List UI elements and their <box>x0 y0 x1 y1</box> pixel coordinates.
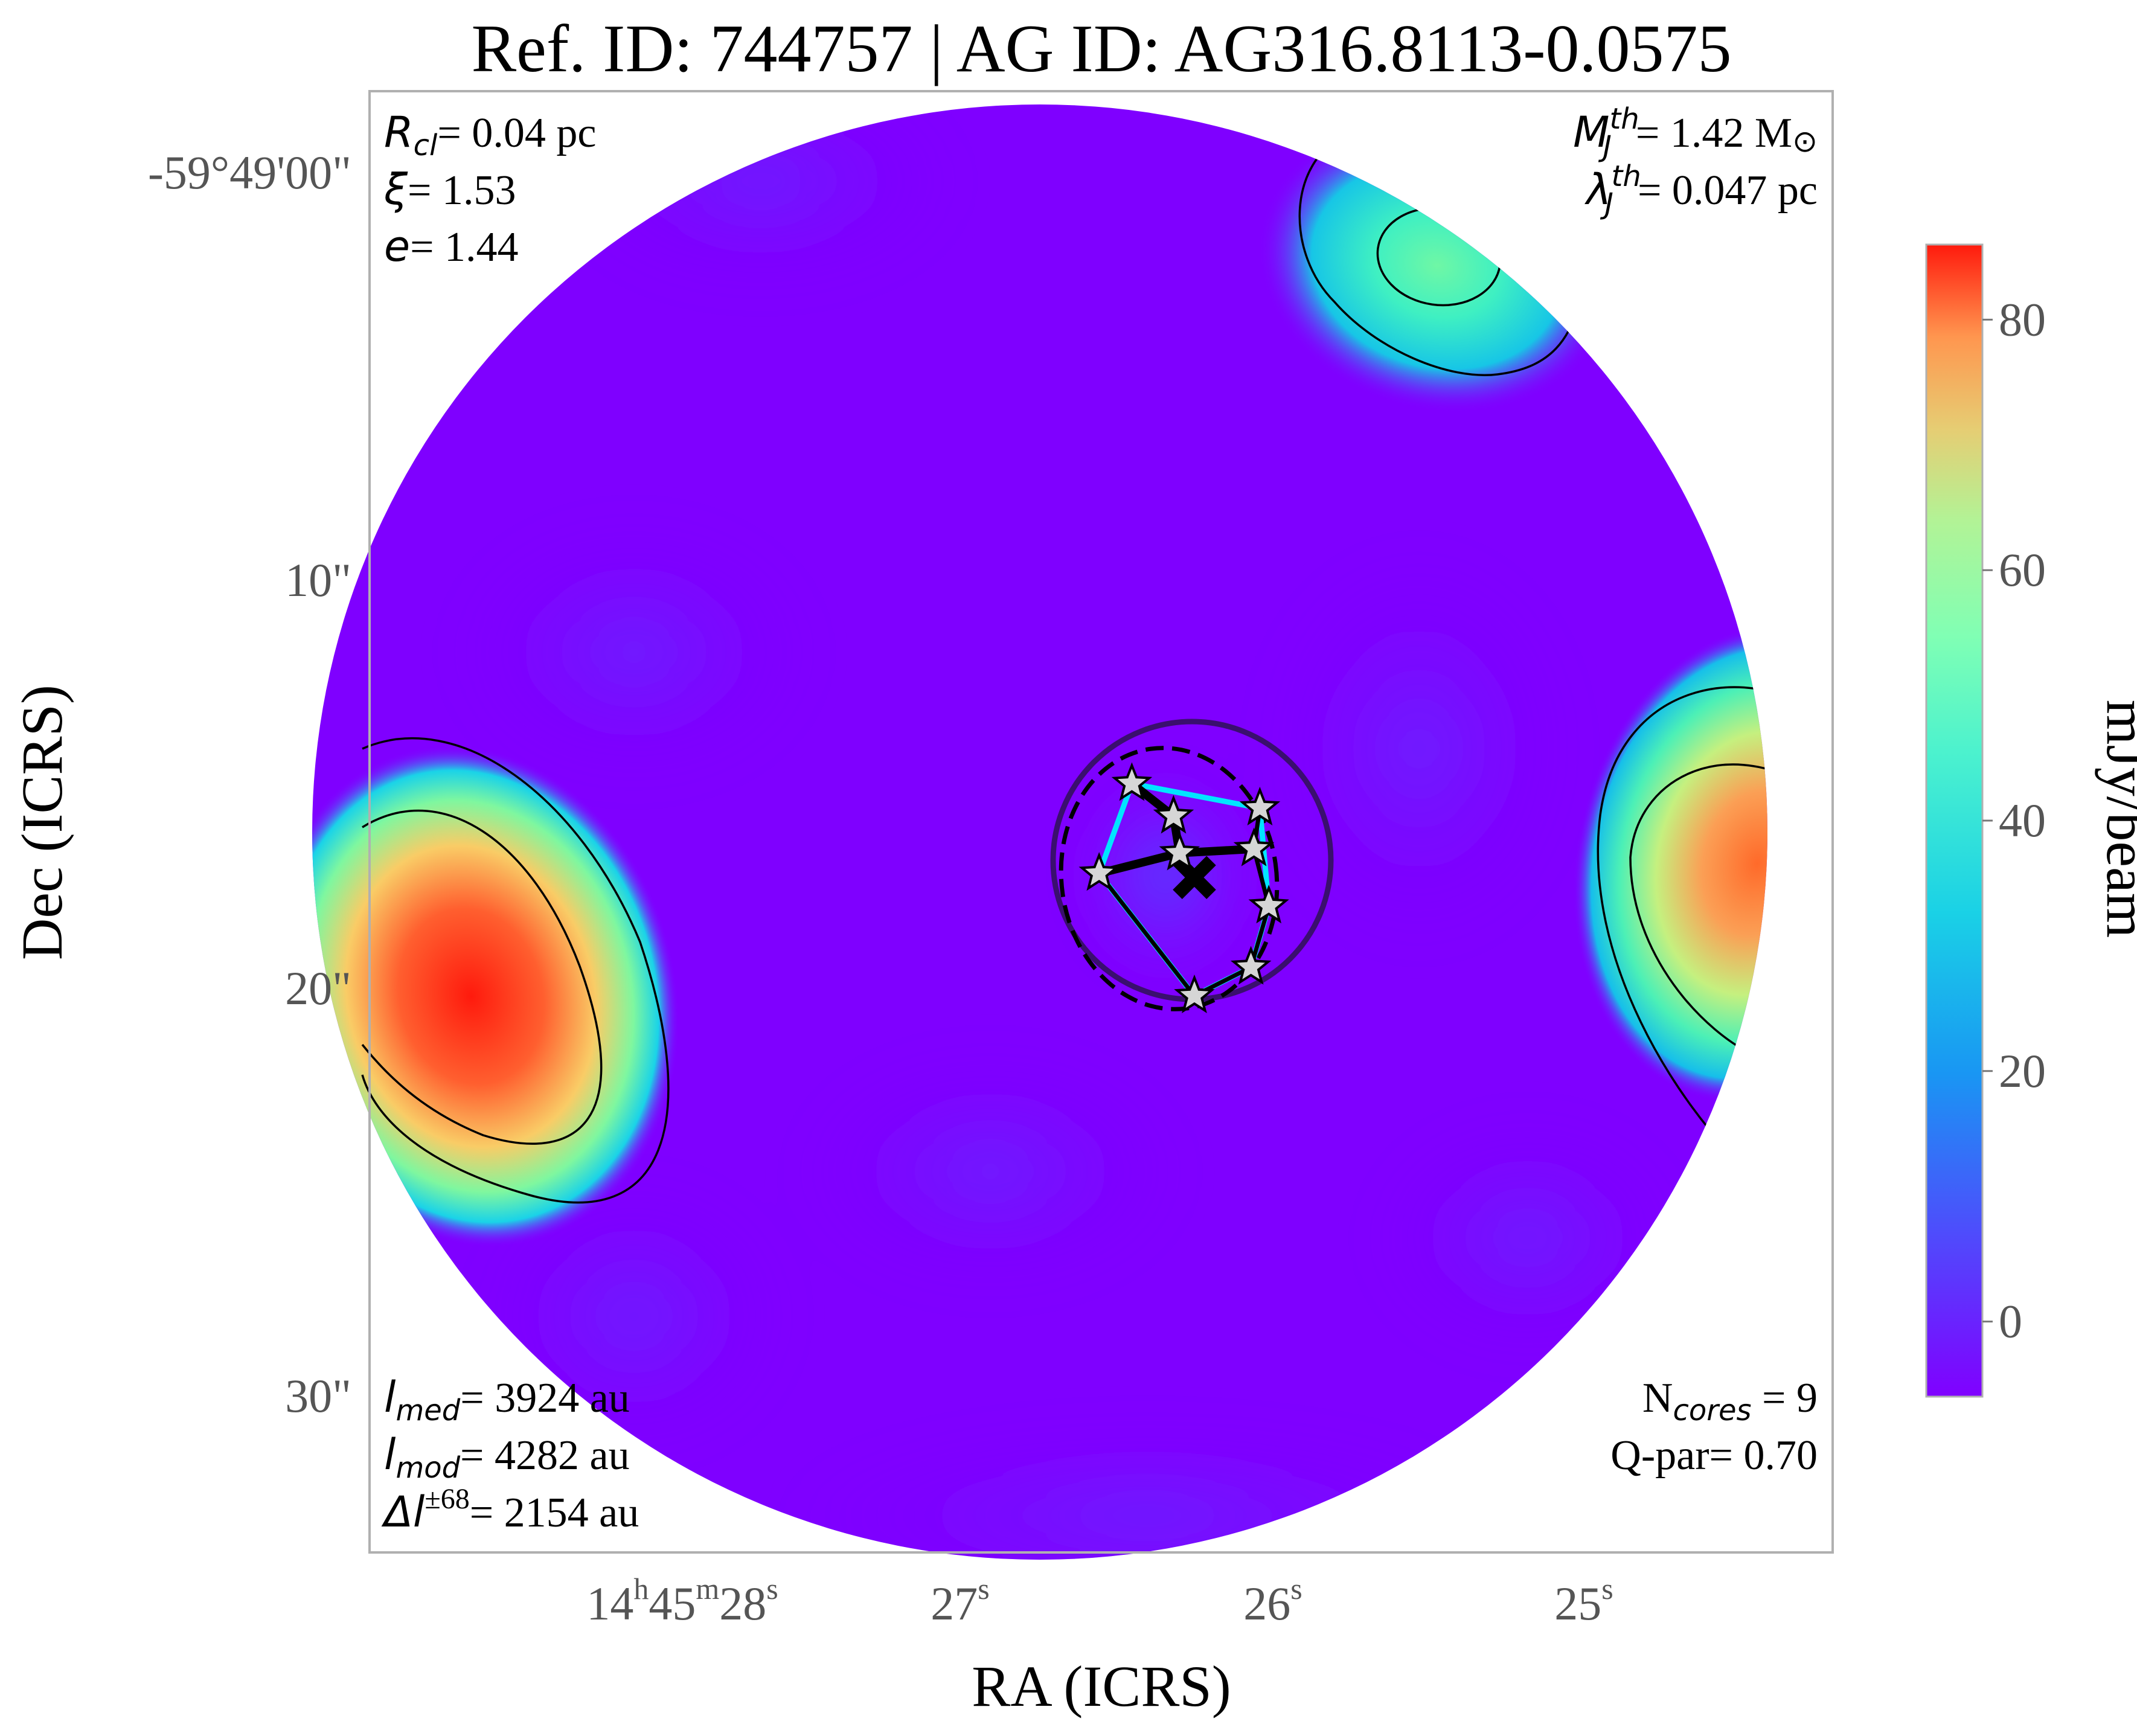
y-tick-label: -59°49'00" <box>148 146 351 199</box>
plot-frame <box>368 90 1834 1554</box>
x-ticks: 14h45m28s 27s 26s 25s <box>586 1572 1613 1630</box>
core-star-marker <box>1174 974 1215 1014</box>
colorbar-tick-label: 0 <box>1999 1295 2022 1348</box>
core-star-marker <box>1233 827 1275 866</box>
hull-edge <box>1131 781 1261 811</box>
x-tick-label-26s: 26s <box>1243 1572 1302 1630</box>
x-tick-label-27s: 27s <box>931 1572 989 1630</box>
annotation-top-right: Mth J = 1.42 M⊙ λth J = 0.047 pc <box>1573 102 1818 221</box>
contours <box>361 133 1767 1204</box>
jeans-mass-annotation: Mth J = 1.42 M⊙ <box>1573 102 1818 164</box>
contour-ne-outer <box>1298 133 1584 376</box>
core-network <box>1078 762 1289 1014</box>
colorbar-tick-label: 60 <box>1999 543 2046 596</box>
q-par-annotation: Q-par= 0.70 <box>1610 1432 1818 1479</box>
y-tick-label: 30" <box>285 1369 351 1422</box>
delta-l-annotation: Δl±68= 2154 au <box>381 1483 639 1537</box>
hull-edge <box>1096 783 1135 875</box>
contour-east-inner <box>1629 763 1767 1060</box>
colorbar: 0 20 40 60 80 mJy/beam <box>1925 243 2137 1398</box>
colorbar-tick-label: 40 <box>1999 794 2046 847</box>
east-source <box>1572 624 1767 1103</box>
core-star-marker <box>1153 795 1194 834</box>
y-axis-label: Dec (ICRS) <box>10 685 74 960</box>
chart-title: Ref. ID: 744757 | AG ID: AG316.8113-0.05… <box>471 11 1731 86</box>
core-star-marker <box>1111 762 1153 801</box>
y-tick-label: 20" <box>285 962 351 1014</box>
x-axis-label: RA (ICRS) <box>972 1654 1231 1718</box>
annotation-bottom-right: Ncores = 9 Q-par= 0.70 <box>1610 1375 1818 1479</box>
core-star-marker <box>1239 786 1281 826</box>
colorbar-ticks: 0 20 40 60 80 <box>1982 293 2046 1348</box>
x-tick-label-25s: 25s <box>1554 1572 1613 1630</box>
y-tick-label: 10" <box>285 554 351 606</box>
l-med-annotation: lmed= 3924 au <box>384 1372 630 1427</box>
r-cl-annotation: Rcl= 0.04 pc <box>384 107 596 162</box>
colorbar-tick-label: 20 <box>1999 1045 2046 1097</box>
xi-annotation: ξ= 1.53 <box>383 165 516 214</box>
cluster-center-marker <box>1173 856 1216 900</box>
colorbar-tick-label: 80 <box>1999 293 2046 345</box>
contour-west-inner <box>361 809 603 1145</box>
annotation-bottom-left: lmed= 3924 au lmod= 4282 au Δl±68= 2154 … <box>381 1372 639 1537</box>
e-annotation: e= 1.44 <box>384 222 519 271</box>
mst-edge <box>1097 871 1197 998</box>
contour-east-outer <box>1597 686 1767 1170</box>
colorbar-gradient <box>1925 243 1984 1398</box>
contour-west-outer <box>361 737 670 1204</box>
core-star-marker <box>1230 946 1272 985</box>
x-tick-label-28s: 14h45m28s <box>586 1572 778 1630</box>
core-star-marker <box>1159 831 1200 871</box>
n-cores-annotation: Ncores = 9 <box>1642 1375 1818 1427</box>
colorbar-label: mJy/beam <box>2095 700 2137 938</box>
core-star-marker <box>1078 851 1120 891</box>
l-mod-annotation: lmod= 4282 au <box>384 1430 630 1485</box>
annotation-top-left: Rcl= 0.04 pc ξ= 1.53 e= 1.44 <box>383 107 596 271</box>
y-ticks: -59°49'00" 10" 20" 30" <box>148 146 351 1422</box>
core-star-marker <box>1248 885 1289 924</box>
jeans-length-annotation: λth J = 0.047 pc <box>1584 159 1818 221</box>
